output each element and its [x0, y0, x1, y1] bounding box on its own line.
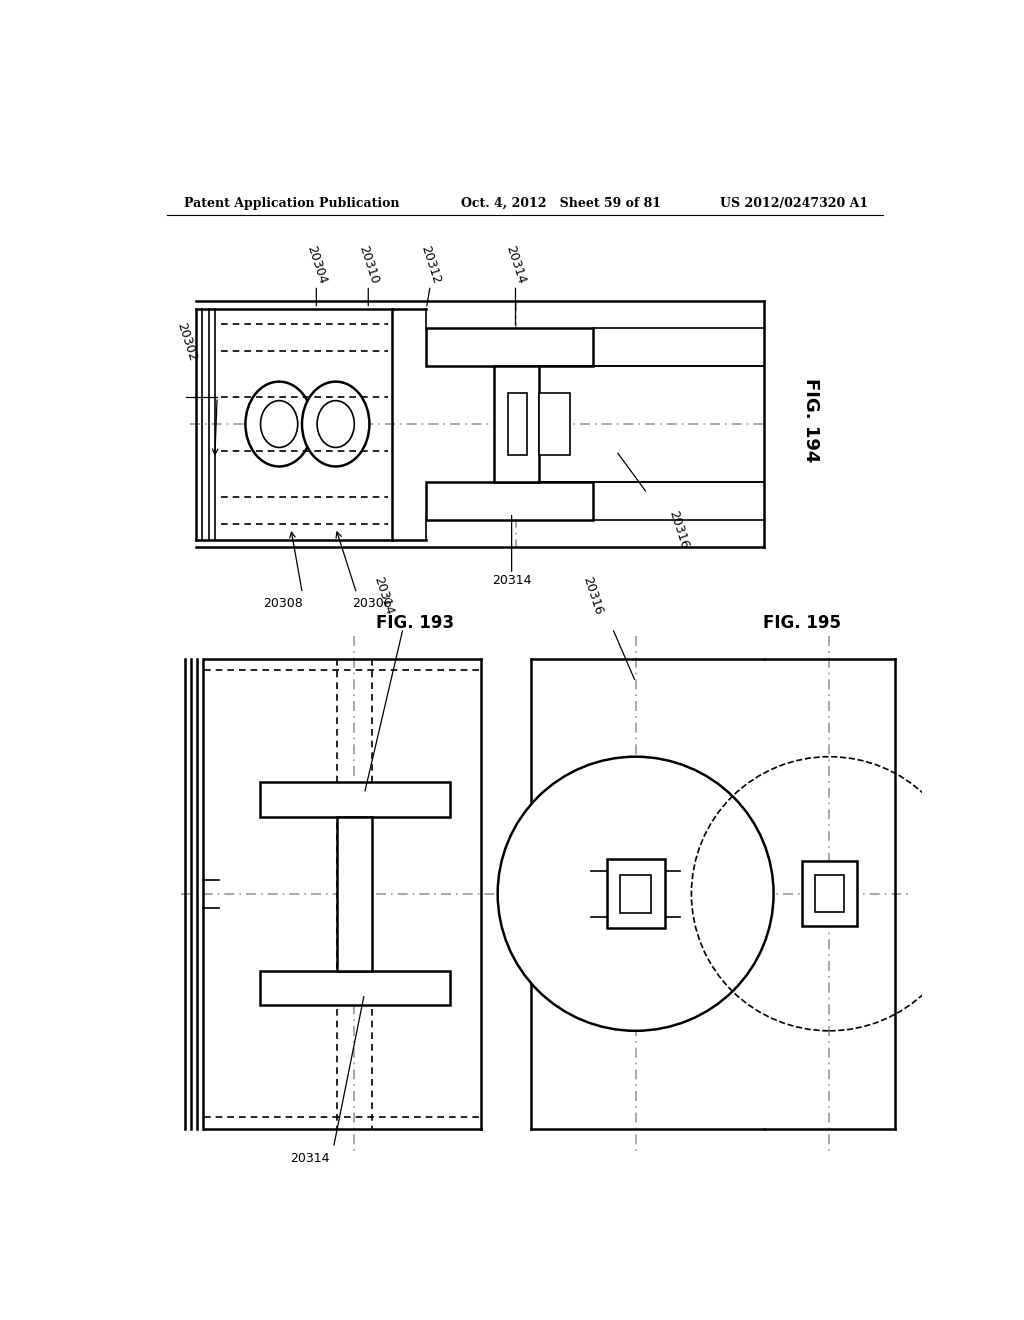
Text: 20316: 20316: [667, 508, 691, 550]
Bar: [802, 861, 856, 927]
Text: Patent Application Publication: Patent Application Publication: [183, 197, 399, 210]
Text: FIG. 193: FIG. 193: [376, 614, 454, 632]
Text: FIG. 195: FIG. 195: [763, 614, 842, 632]
Text: US 2012/0247320 A1: US 2012/0247320 A1: [720, 197, 868, 210]
Bar: [260, 970, 450, 1006]
Text: 20302: 20302: [174, 321, 199, 363]
Text: 20314: 20314: [291, 1151, 330, 1164]
Text: Oct. 4, 2012   Sheet 59 of 81: Oct. 4, 2012 Sheet 59 of 81: [461, 197, 662, 210]
Bar: [539, 393, 569, 455]
Text: 20306: 20306: [352, 598, 392, 610]
Bar: [260, 781, 450, 817]
Ellipse shape: [260, 401, 298, 447]
Bar: [337, 817, 372, 970]
Ellipse shape: [317, 401, 354, 447]
Text: 20308: 20308: [263, 598, 303, 610]
Bar: [815, 875, 844, 912]
Text: 20310: 20310: [356, 244, 381, 285]
Bar: [426, 482, 593, 520]
Ellipse shape: [246, 381, 313, 466]
Circle shape: [498, 756, 773, 1031]
Text: 20316: 20316: [581, 576, 605, 616]
Bar: [621, 875, 651, 913]
Text: 20314: 20314: [372, 576, 396, 616]
Text: FIG. 194: FIG. 194: [802, 378, 820, 462]
Bar: [494, 367, 539, 482]
Text: 20304: 20304: [304, 244, 329, 285]
Bar: [508, 393, 527, 455]
Ellipse shape: [302, 381, 370, 466]
Text: 20312: 20312: [418, 244, 442, 285]
Text: 20314: 20314: [492, 574, 531, 587]
Bar: [607, 859, 665, 928]
Bar: [426, 327, 593, 367]
Text: 20314: 20314: [503, 244, 527, 285]
